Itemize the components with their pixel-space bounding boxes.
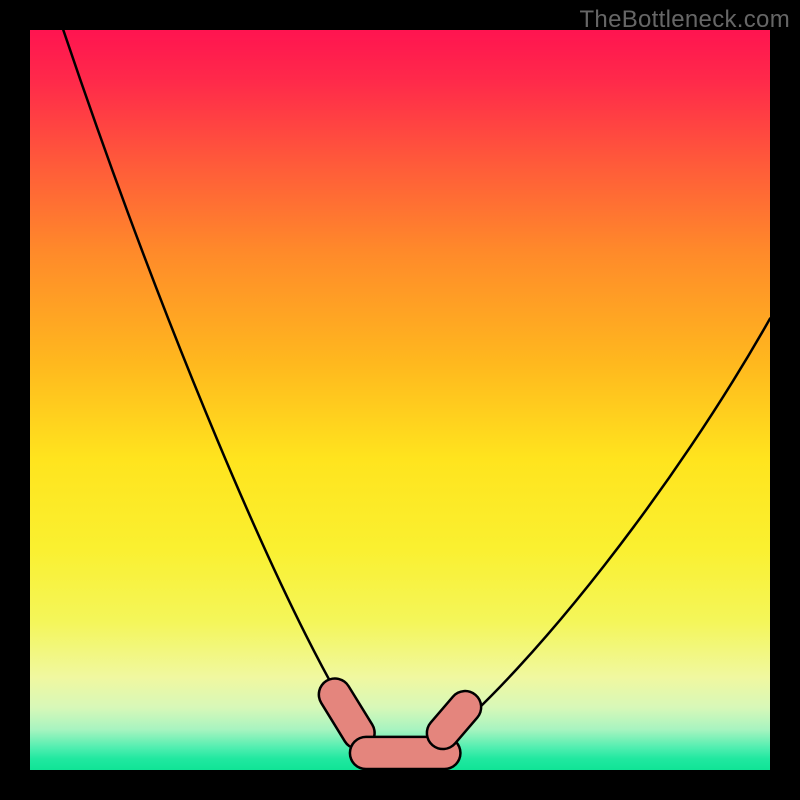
marker-fill: [443, 707, 465, 733]
marker-fill: [335, 695, 359, 733]
gradient-background: [30, 30, 770, 770]
chart-stage: TheBottleneck.com: [0, 0, 800, 800]
plot-area: [30, 30, 770, 770]
bottleneck-curve-chart: [30, 30, 770, 770]
watermark-label: TheBottleneck.com: [579, 6, 790, 34]
